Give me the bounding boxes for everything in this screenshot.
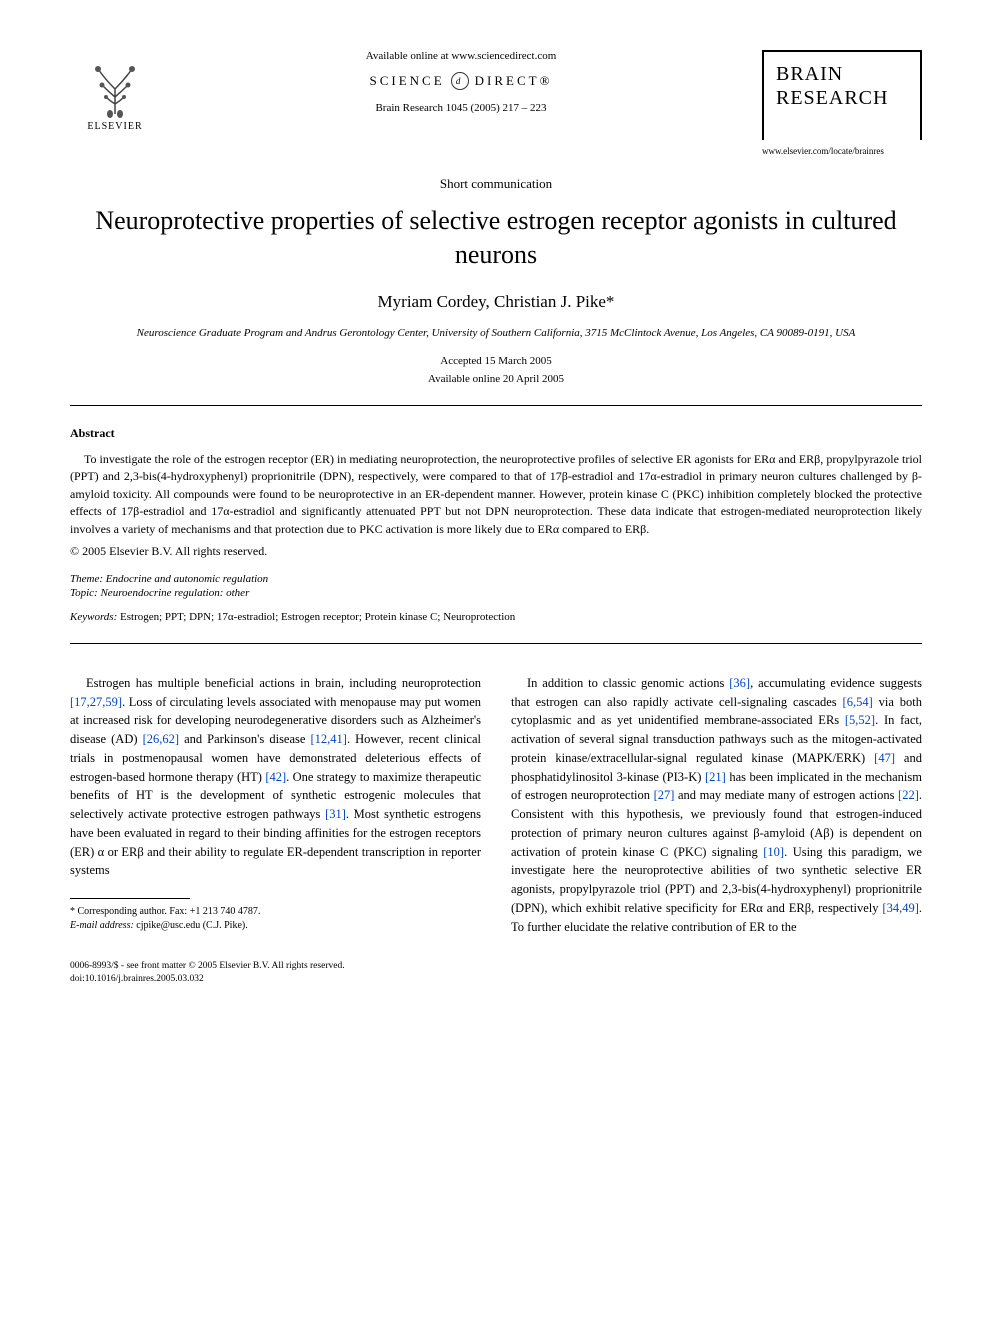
accepted-date: Accepted 15 March 2005 — [70, 355, 922, 367]
article-type: Short communication — [70, 176, 922, 192]
journal-title-line2: RESEARCH — [776, 86, 908, 110]
theme-label: Theme: — [70, 573, 103, 585]
reference-link[interactable]: [26,62] — [143, 732, 179, 746]
keywords-label: Keywords: — [70, 611, 117, 623]
abstract-heading: Abstract — [70, 426, 922, 441]
reference-link[interactable]: [10] — [763, 845, 784, 859]
elsevier-tree-icon — [80, 59, 150, 119]
reference-link[interactable]: [42] — [265, 770, 286, 784]
publisher-logo: ELSEVIER — [70, 50, 160, 140]
journal-box: BRAIN RESEARCH www.elsevier.com/locate/b… — [762, 50, 922, 156]
center-header: Available online at www.sciencedirect.co… — [160, 50, 762, 118]
reference-link[interactable]: [17,27,59] — [70, 695, 122, 709]
text: and may mediate many of estrogen actions — [674, 788, 898, 802]
text: In addition to classic genomic actions — [527, 676, 729, 690]
theme-line: Theme: Endocrine and autonomic regulatio… — [70, 573, 922, 585]
abstract-text: To investigate the role of the estrogen … — [70, 451, 922, 538]
abstract-copyright: © 2005 Elsevier B.V. All rights reserved… — [70, 544, 922, 559]
topic-label: Topic: — [70, 587, 98, 599]
sd-left: SCIENCE — [370, 73, 445, 89]
keywords-line: Keywords: Estrogen; PPT; DPN; 17α-estrad… — [70, 611, 922, 623]
available-online-date: Available online 20 April 2005 — [70, 373, 922, 385]
email-label: E-mail address: — [70, 920, 134, 931]
journal-title: BRAIN RESEARCH — [762, 50, 922, 140]
email-value[interactable]: cjpike@usc.edu (C.J. Pike). — [136, 920, 247, 931]
column-right: In addition to classic genomic actions [… — [511, 674, 922, 937]
publisher-name: ELSEVIER — [87, 121, 142, 132]
reference-link[interactable]: [12,41] — [311, 732, 347, 746]
rule-bottom — [70, 643, 922, 644]
reference-link[interactable]: [21] — [705, 770, 726, 784]
reference-link[interactable]: [27] — [654, 788, 675, 802]
available-online-text: Available online at www.sciencedirect.co… — [180, 50, 742, 62]
keywords-value: Estrogen; PPT; DPN; 17α-estradiol; Estro… — [120, 611, 515, 623]
journal-link[interactable]: www.elsevier.com/locate/brainres — [762, 146, 922, 156]
authors: Myriam Cordey, Christian J. Pike* — [70, 292, 922, 312]
reference-link[interactable]: [6,54] — [843, 695, 873, 709]
header-row: ELSEVIER Available online at www.science… — [70, 50, 922, 156]
affiliation: Neuroscience Graduate Program and Andrus… — [70, 326, 922, 341]
reference-link[interactable]: [5,52] — [845, 713, 875, 727]
reference-link[interactable]: [36] — [729, 676, 750, 690]
footer-row: 0006-8993/$ - see front matter © 2005 El… — [70, 960, 922, 985]
text: Estrogen has multiple beneficial actions… — [86, 676, 481, 690]
theme-value: Endocrine and autonomic regulation — [106, 573, 268, 585]
corresponding-author-footnote: * Corresponding author. Fax: +1 213 740 … — [70, 905, 481, 919]
reference-link[interactable]: [31] — [325, 807, 346, 821]
reference-link[interactable]: [34,49] — [882, 901, 918, 915]
journal-title-line1: BRAIN — [776, 62, 908, 86]
email-footnote: E-mail address: cjpike@usc.edu (C.J. Pik… — [70, 919, 481, 933]
reference-link[interactable]: [22] — [898, 788, 919, 802]
topic-value: Neuroendocrine regulation: other — [100, 587, 249, 599]
sciencedirect-logo: SCIENCE d DIRECT® — [180, 72, 742, 90]
citation-text: Brain Research 1045 (2005) 217 – 223 — [180, 102, 742, 114]
sd-right: DIRECT® — [475, 73, 553, 89]
rule-top — [70, 405, 922, 406]
sd-symbol-icon: d — [451, 72, 469, 90]
body-paragraph-1: Estrogen has multiple beneficial actions… — [70, 674, 481, 880]
footer-left: 0006-8993/$ - see front matter © 2005 El… — [70, 960, 345, 985]
body-paragraph-2: In addition to classic genomic actions [… — [511, 674, 922, 937]
footnote-separator — [70, 898, 190, 899]
article-title: Neuroprotective properties of selective … — [70, 204, 922, 272]
text: and Parkinson's disease — [179, 732, 310, 746]
footer-doi: doi:10.1016/j.brainres.2005.03.032 — [70, 973, 345, 985]
column-left: Estrogen has multiple beneficial actions… — [70, 674, 481, 937]
topic-line: Topic: Neuroendocrine regulation: other — [70, 587, 922, 599]
footer-front-matter: 0006-8993/$ - see front matter © 2005 El… — [70, 960, 345, 972]
reference-link[interactable]: [47] — [874, 751, 895, 765]
body-columns: Estrogen has multiple beneficial actions… — [70, 674, 922, 937]
